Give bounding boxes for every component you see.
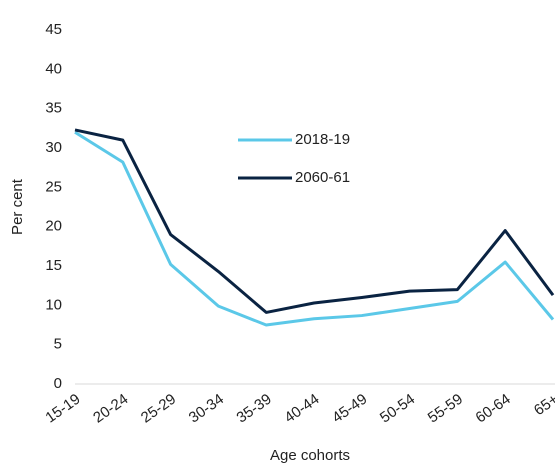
x-tick-label: 40-44 xyxy=(281,391,322,427)
x-tick-label: 65+ xyxy=(531,390,555,419)
y-tick-label: 45 xyxy=(45,21,62,38)
line xyxy=(74,130,555,327)
x-tick-label: 60-64 xyxy=(473,391,514,427)
y-tick-label: 10 xyxy=(45,296,62,313)
y-tick-label: 0 xyxy=(54,375,62,392)
x-axis-label: Age cohorts xyxy=(270,447,350,464)
x-tick-label: 15-19 xyxy=(42,391,83,427)
y-tick-label: 25 xyxy=(45,178,62,195)
y-tick-label: 15 xyxy=(45,257,62,274)
x-tick-label: 20-24 xyxy=(90,391,131,427)
x-tick-label: 25-29 xyxy=(138,391,179,427)
y-tick-label: 35 xyxy=(45,100,62,117)
x-tick-label: 55-59 xyxy=(425,391,466,427)
x-tick-label: 50-54 xyxy=(377,391,418,427)
legend-label: 2018-19 xyxy=(295,131,350,148)
x-tick-label: 45-49 xyxy=(329,391,370,427)
y-tick-label: 5 xyxy=(54,336,62,353)
y-axis-label: Per cent xyxy=(9,178,26,235)
x-tick-label: 30-34 xyxy=(186,391,227,427)
line xyxy=(74,128,555,314)
x-tick-label: 35-39 xyxy=(234,391,275,427)
y-tick-label: 30 xyxy=(45,139,62,156)
y-tick-label: 40 xyxy=(45,60,62,77)
legend-label: 2060-61 xyxy=(295,169,350,186)
y-tick-label: 20 xyxy=(45,218,62,235)
